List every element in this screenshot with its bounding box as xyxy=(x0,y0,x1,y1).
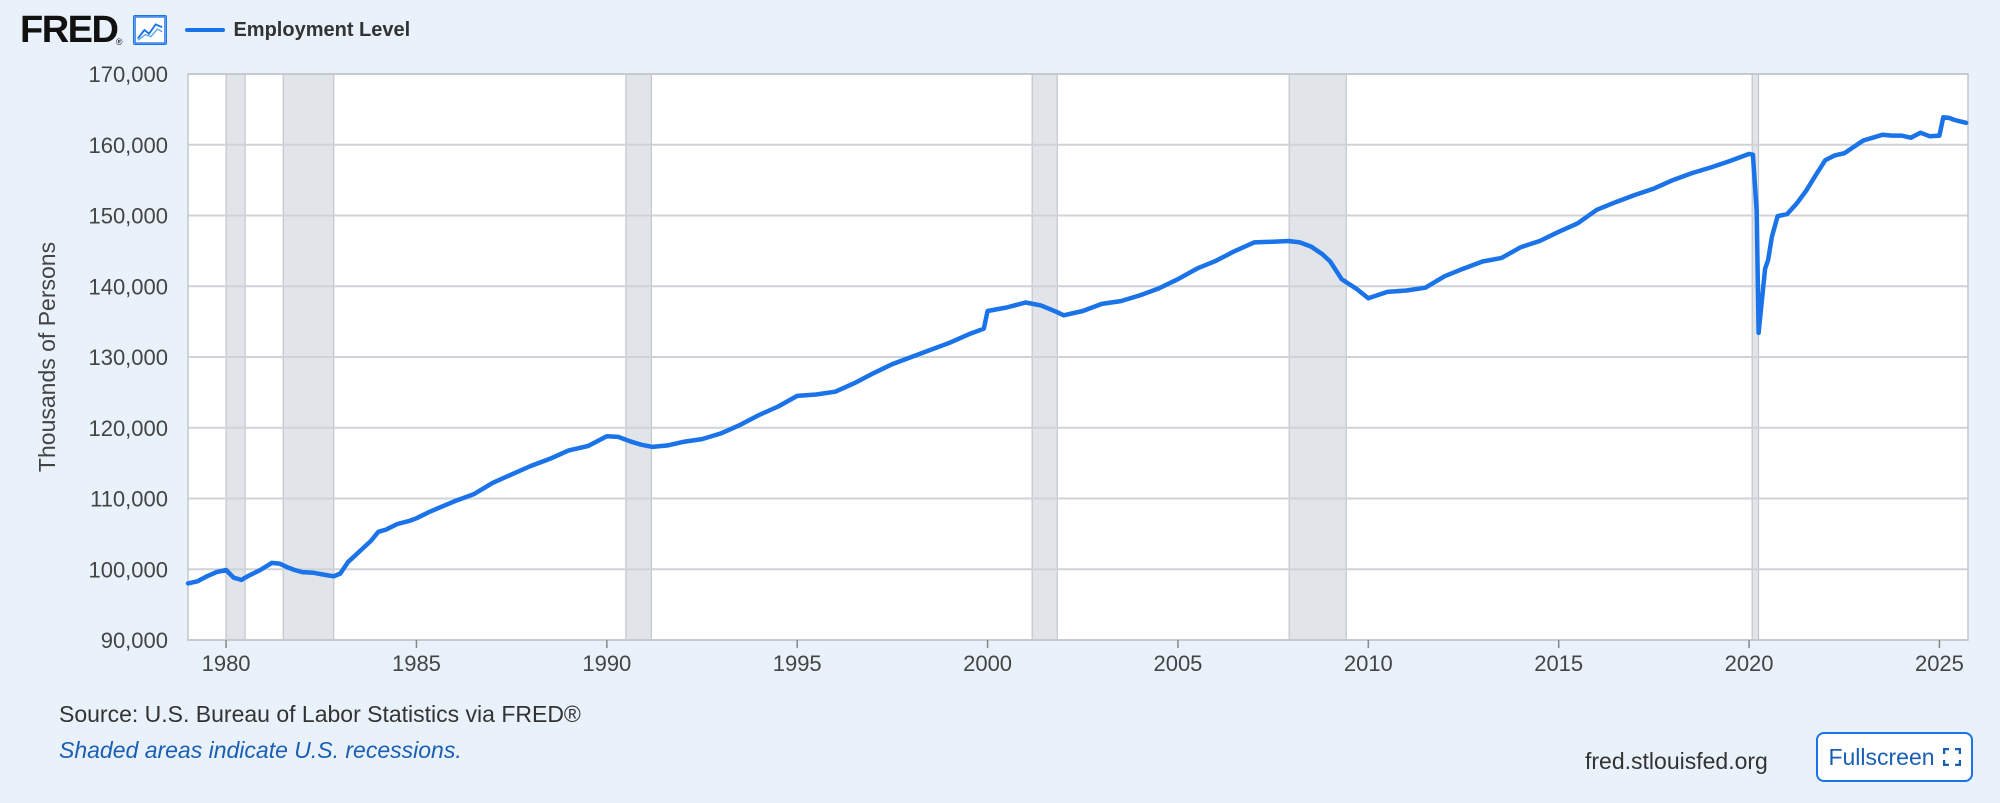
fullscreen-label: Fullscreen xyxy=(1828,743,1935,770)
legend-swatch xyxy=(185,28,226,32)
y-tick-label: 160,000 xyxy=(88,133,168,158)
y-tick-label: 130,000 xyxy=(88,345,168,370)
logo-registered-mark: ® xyxy=(115,37,123,47)
series-line-employment-level xyxy=(185,114,1969,586)
x-tick-label: 2020 xyxy=(1725,651,1774,676)
fred-logo[interactable]: FRED ® xyxy=(20,9,122,51)
y-tick-label: 90,000 xyxy=(101,628,168,653)
chart-legend[interactable]: Employment Level xyxy=(185,19,410,42)
y-tick-label: 170,000 xyxy=(88,62,168,87)
line-chart-icon xyxy=(133,15,168,45)
x-tick-label: 2015 xyxy=(1534,651,1583,676)
recession-note: Shaded areas indicate U.S. recessions. xyxy=(59,737,462,763)
fullscreen-button[interactable]: Fullscreen xyxy=(1816,732,1973,782)
x-tick-label: 2010 xyxy=(1344,651,1393,676)
y-tick-label: 150,000 xyxy=(88,204,168,229)
site-url[interactable]: fred.stlouisfed.org xyxy=(1585,748,1768,774)
x-tick-label: 2005 xyxy=(1153,651,1202,676)
legend-label: Employment Level xyxy=(233,18,411,41)
x-tick-label: 2025 xyxy=(1915,651,1964,676)
y-tick-label: 110,000 xyxy=(90,487,168,512)
y-tick-label: 140,000 xyxy=(88,274,168,299)
x-tick-label: 1980 xyxy=(202,651,251,676)
axes: 90,000 100,000 110,000 120,000 130,000 140,00… xyxy=(88,62,1969,676)
source-text: Source: U.S. Bureau of Labor Statistics … xyxy=(59,701,581,727)
y-tick-label: 100,000 xyxy=(88,557,168,582)
x-tick-label: 1995 xyxy=(773,651,822,676)
expand-icon xyxy=(1942,748,1961,766)
x-tick-label: 1985 xyxy=(392,651,441,676)
y-tick-label: 120,000 xyxy=(88,416,168,441)
y-axis-label: Thousands of Persons xyxy=(34,242,60,472)
plot-frame xyxy=(187,73,1969,641)
x-tick-label: 2000 xyxy=(963,651,1012,676)
employment-line-chart[interactable]: 90,000 100,000 110,000 120,000 130,000 140,00… xyxy=(0,0,2000,690)
logo-text: FRED xyxy=(20,9,119,51)
chart-header: FRED ® Employment Level xyxy=(20,8,410,52)
x-tick-label: 1990 xyxy=(582,651,631,676)
series-layer xyxy=(185,114,1969,586)
